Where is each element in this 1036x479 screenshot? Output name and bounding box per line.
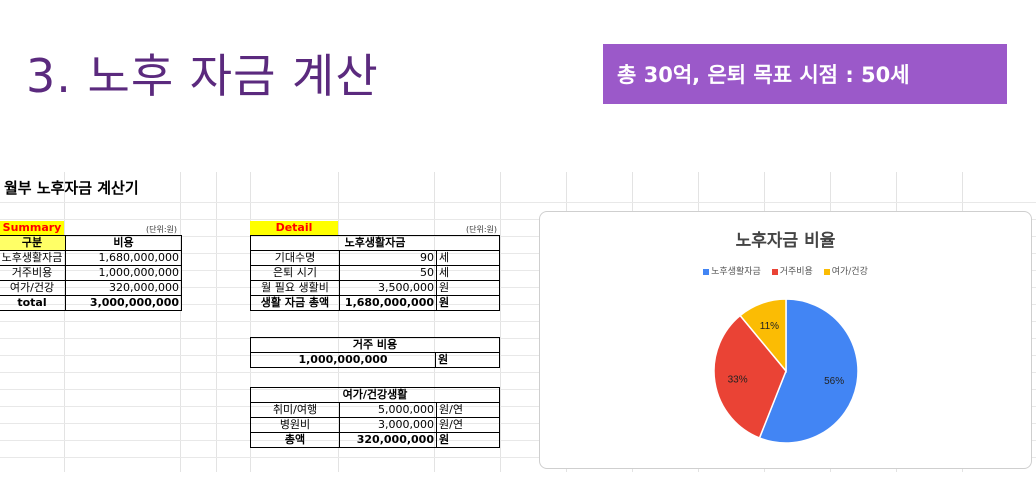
living-expense-table: 노후생활자금 기대수명 90 세 은퇴 시기 50 세 월 필요 생활비 3,5… <box>250 235 500 311</box>
summary-table: 구분 비용 노후생활자금 1,680,000,000 거주비용 1,000,00… <box>0 235 182 311</box>
legend-item: 노후생활자금 <box>703 267 761 277</box>
legend-swatch-red <box>771 268 778 275</box>
pie-chart-panel[interactable]: 노후자금 비율 노후생활자금 거주비용 여가/건강 56% 33% 11% <box>539 211 1032 469</box>
legend-item: 거주비용 <box>771 267 813 277</box>
living-total-value[interactable]: 1,680,000,000 <box>339 295 437 311</box>
leisure-total-unit[interactable]: 원 <box>436 432 500 448</box>
leisure-row-unit[interactable]: 원/연 <box>436 417 500 433</box>
summary-row-value[interactable]: 1,000,000,000 <box>65 265 182 281</box>
chart-title: 노후자금 비율 <box>735 231 836 251</box>
legend-swatch-blue <box>703 268 710 275</box>
summary-row-name[interactable]: 거주비용 <box>0 265 66 281</box>
leisure-row-value[interactable]: 5,000,000 <box>339 402 437 418</box>
slice-leisure[interactable] <box>739 298 787 374</box>
detail-row-name[interactable]: 월 필요 생활비 <box>250 280 340 296</box>
leisure-table-title: 여가/건강생활 <box>250 387 500 403</box>
detail-unit: (단위:원) <box>466 225 498 234</box>
housing-cost-table: 거주 비용 1,000,000,000 원 <box>250 337 500 368</box>
detail-row-unit[interactable]: 원 <box>436 280 500 296</box>
detail-row-name[interactable]: 은퇴 시기 <box>250 265 340 281</box>
summary-row-name[interactable]: 여가/건강 <box>0 280 66 296</box>
legend-swatch-yellow <box>823 268 830 275</box>
housing-value[interactable]: 1,000,000,000 <box>250 352 436 368</box>
summary-unit: (단위:원) <box>146 225 178 234</box>
leisure-total-name[interactable]: 총액 <box>250 432 340 448</box>
slice-data-label: 11% <box>760 321 779 332</box>
living-total-unit[interactable]: 원 <box>436 295 500 311</box>
summary-label: Summary <box>0 221 64 235</box>
leisure-row-unit[interactable]: 원/연 <box>436 402 500 418</box>
calculator-title: 월부 노후자금 계산기 <box>4 179 139 197</box>
housing-unit[interactable]: 원 <box>435 352 500 368</box>
legend-label: 노후생활자금 <box>711 267 761 277</box>
detail-row-value[interactable]: 3,500,000 <box>339 280 437 296</box>
detail-label: Detail <box>250 221 338 235</box>
slice-living[interactable] <box>758 298 859 444</box>
living-table-title: 노후생활자금 <box>250 235 500 251</box>
summary-header-category: 구분 <box>0 235 66 251</box>
detail-row-value[interactable]: 50 <box>339 265 437 281</box>
leisure-total-value[interactable]: 320,000,000 <box>339 432 437 448</box>
legend-item: 여가/건강 <box>823 267 868 277</box>
slice-data-label: 56% <box>824 376 844 387</box>
leisure-row-name[interactable]: 병원비 <box>250 417 340 433</box>
detail-row-unit[interactable]: 세 <box>436 265 500 281</box>
living-total-name[interactable]: 생활 자금 총액 <box>250 295 340 311</box>
summary-header-cost: 비용 <box>65 235 182 251</box>
housing-table-title: 거주 비용 <box>250 337 500 353</box>
legend-label: 여가/건강 <box>831 267 868 277</box>
detail-row-name[interactable]: 기대수명 <box>250 250 340 266</box>
summary-total-value[interactable]: 3,000,000,000 <box>65 295 182 311</box>
slice-data-label: 33% <box>728 375 748 386</box>
summary-row-value[interactable]: 1,680,000,000 <box>65 250 182 266</box>
slide-title: 3. 노후 자금 계산 <box>26 49 379 103</box>
summary-row-value[interactable]: 320,000,000 <box>65 280 182 296</box>
slice-housing[interactable] <box>713 314 787 439</box>
leisure-row-value[interactable]: 3,000,000 <box>339 417 437 433</box>
detail-row-value[interactable]: 90 <box>339 250 437 266</box>
leisure-health-table: 여가/건강생활 취미/여행 5,000,000 원/연 병원비 3,000,00… <box>250 387 500 448</box>
summary-row-name[interactable]: 노후생활자금 <box>0 250 66 266</box>
leisure-row-name[interactable]: 취미/여행 <box>250 402 340 418</box>
pie-chart: 56% 33% 11% <box>713 298 859 444</box>
detail-row-unit[interactable]: 세 <box>436 250 500 266</box>
chart-legend: 노후생활자금 거주비용 여가/건강 <box>540 264 1031 277</box>
legend-label: 거주비용 <box>779 267 813 277</box>
goal-banner: 총 30억, 은퇴 목표 시점 : 50세 <box>603 44 1007 104</box>
summary-total-name[interactable]: total <box>0 295 66 311</box>
